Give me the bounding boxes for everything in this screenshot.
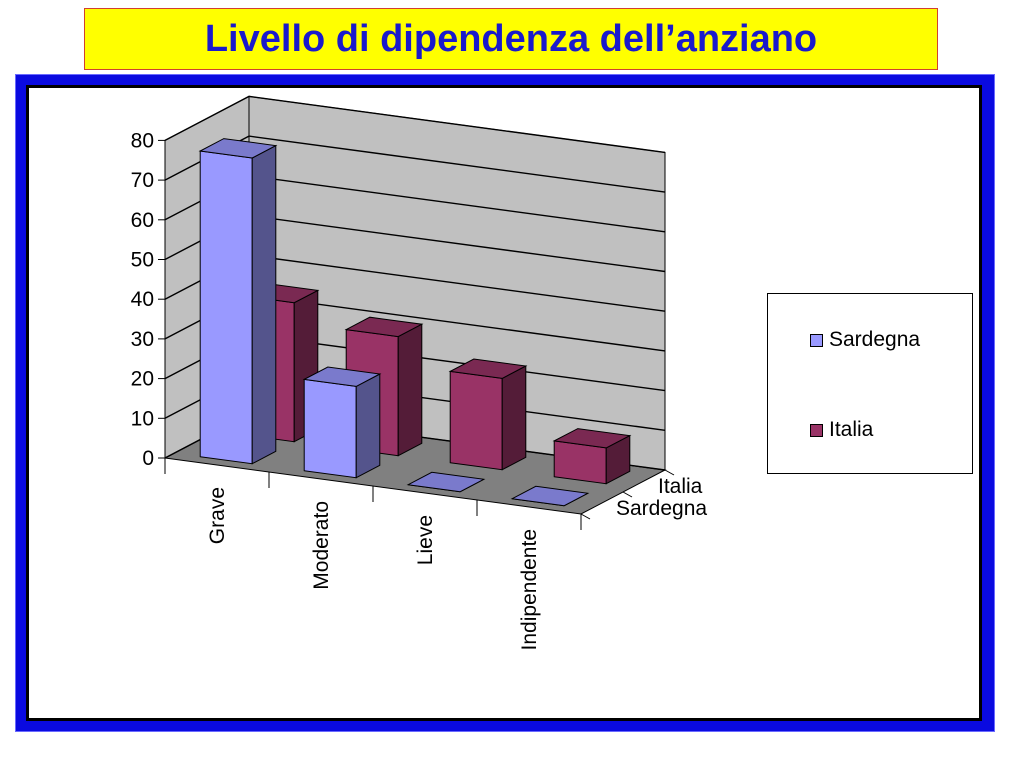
- chart-legend: Sardegna Italia: [767, 293, 973, 474]
- bar-top-face: [406, 471, 486, 493]
- bar-front-face: [303, 378, 357, 479]
- bar-side-face: [501, 365, 527, 471]
- depth-tick-label: Italia: [658, 475, 703, 498]
- bar-side-face: [251, 144, 277, 465]
- x-tick-label: Moderato: [310, 501, 333, 590]
- bar-front-face: [449, 370, 503, 471]
- legend-swatch-sardegna: [810, 333, 823, 347]
- slide-title: Livello di dipendenza dell’anziano: [204, 17, 818, 60]
- y-tick-label: 60: [131, 209, 154, 232]
- gridline: [164, 95, 666, 154]
- x-tick-label: Grave: [206, 487, 229, 544]
- bar-italia-lieve: [448, 358, 528, 471]
- depth-tick: [664, 469, 675, 476]
- y-tick-label: 30: [131, 328, 154, 351]
- legend-label-italia: Italia: [829, 418, 874, 441]
- bar-front-face: [199, 150, 253, 465]
- legend-item-sardegna: Sardegna: [810, 328, 920, 352]
- legend-label-sardegna: Sardegna: [829, 328, 921, 351]
- x-tick-label: Indipendente: [518, 529, 541, 650]
- bar-top-face: [198, 138, 278, 159]
- gridline: [164, 135, 666, 193]
- legend-swatch-italia: [810, 423, 823, 437]
- y-tick-label: 20: [131, 368, 154, 391]
- y-tick-label: 0: [142, 447, 154, 470]
- legend-item-italia: Italia: [810, 418, 873, 442]
- x-tick-label: Lieve: [414, 515, 437, 565]
- depth-tick-label: Sardegna: [616, 497, 707, 520]
- bar-side-face: [397, 323, 423, 457]
- bar-sardegna-grave: [198, 138, 278, 465]
- y-tick-label: 70: [131, 169, 154, 192]
- bar-italia-indipendente: [552, 428, 632, 485]
- bar-sardegna-indipendente: [510, 485, 590, 507]
- y-tick-label: 40: [131, 288, 154, 311]
- bar-top-face: [344, 316, 424, 338]
- depth-tick: [580, 513, 591, 520]
- bar-top-face: [510, 485, 590, 507]
- bar-top-face: [552, 428, 632, 449]
- bar-top-face: [302, 366, 382, 387]
- bar-side-face: [355, 373, 381, 479]
- slide-title-box: Livello di dipendenza dell’anziano: [84, 8, 938, 70]
- y-tick-label: 50: [131, 249, 154, 272]
- bar-top-face: [448, 358, 528, 379]
- y-tick-label: 10: [131, 407, 154, 430]
- bar-sardegna-lieve: [406, 471, 486, 493]
- bar-sardegna-moderato: [302, 366, 382, 479]
- depth-tick: [622, 491, 633, 498]
- y-tick-label: 80: [131, 129, 154, 152]
